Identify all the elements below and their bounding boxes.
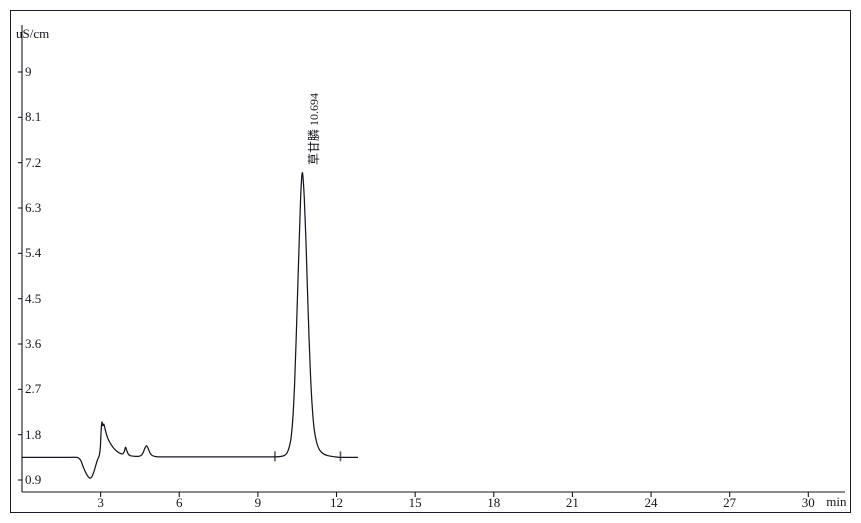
y-tick-label: 6.3 [25, 200, 42, 215]
chromatogram-trace [21, 172, 359, 479]
y-tick-label: 9 [25, 64, 32, 79]
x-tick-label: 27 [723, 495, 737, 510]
x-tick-label: 21 [565, 495, 579, 510]
x-tick-label: 12 [330, 495, 344, 510]
x-tick-label: 18 [487, 495, 501, 510]
plot-frame [10, 10, 851, 513]
peak-retention-time: 10.694 [307, 92, 322, 126]
y-tick-label: 1.8 [25, 426, 42, 442]
y-tick-label: 7.2 [25, 154, 42, 170]
x-tick-label: 24 [644, 495, 658, 510]
x-tick-label: 9 [254, 495, 262, 510]
x-axis-unit-label: min [826, 494, 847, 509]
y-tick-label: 4.5 [25, 290, 42, 306]
peak-annotation-main: 草甘膦 10.694 [307, 92, 322, 165]
y-tick-label: 5.4 [25, 245, 42, 261]
y-tick-label: 0.9 [25, 472, 42, 487]
y-axis-unit-label: uS/cm [16, 26, 50, 41]
x-tick-label: 3 [97, 495, 104, 510]
y-tick-label: 3.6 [25, 336, 42, 351]
y-tick-label: 2.7 [25, 381, 42, 397]
x-tick-label: 6 [176, 495, 183, 510]
x-tick-label: 15 [408, 495, 422, 510]
x-axis-ticks [100, 492, 809, 497]
x-tick-label: 30 [801, 495, 815, 510]
y-axis-ticks [18, 71, 22, 481]
y-tick-label: 8.1 [25, 109, 42, 125]
peak-compound-name: 草甘膦 [307, 128, 322, 165]
